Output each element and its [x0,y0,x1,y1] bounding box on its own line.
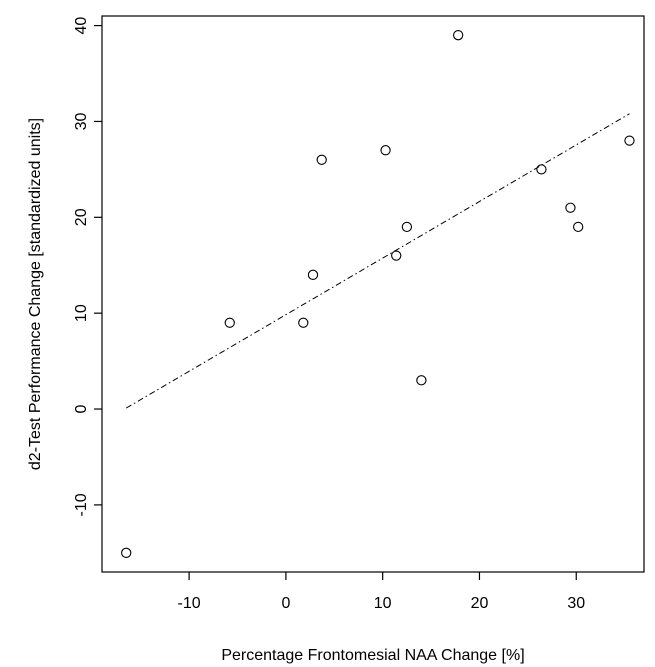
data-point [453,30,464,41]
data-point [121,547,132,558]
data-point [380,145,391,156]
y-axis-title: d2-Test Performance Change [standardized… [27,118,44,470]
data-point [624,135,635,146]
y-tick-label: 20 [73,208,90,226]
y-axis: -10 0 10 20 30 40 [73,17,102,516]
x-axis-title: Percentage Frontomesial NAA Change [%] [221,647,524,664]
data-point [536,164,547,175]
y-tick-label: 0 [73,404,90,413]
x-tick-label: 30 [567,595,585,612]
x-tick-label: -10 [178,595,201,612]
x-tick-label: 20 [471,595,489,612]
y-tick-label: 40 [73,17,90,35]
data-point [307,269,319,280]
y-tick-label: 10 [73,304,90,322]
x-axis: -10 0 10 20 30 [178,572,585,612]
data-point [224,317,235,328]
x-tick-label: 10 [374,595,392,612]
data-points [121,30,635,558]
plot-frame [101,15,645,573]
data-point [573,221,584,233]
data-point [391,250,402,261]
data-point [316,154,327,165]
y-tick-label: -10 [73,493,90,516]
y-tick-label: 30 [73,112,90,130]
data-point [565,202,576,213]
x-tick-label: 0 [281,595,290,612]
data-point [416,375,427,386]
data-point [401,221,413,233]
trend-line [125,113,630,409]
data-point [298,317,309,328]
